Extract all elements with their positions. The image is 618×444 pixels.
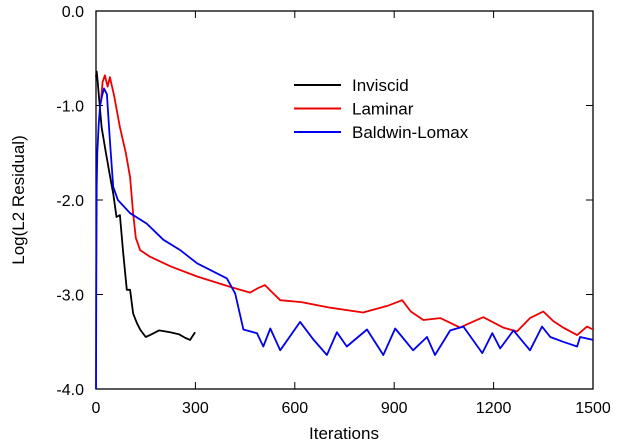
y-tick-label: 0.0	[62, 4, 84, 21]
y-tick-label: -3.0	[56, 288, 84, 305]
x-tick-label: 600	[281, 400, 308, 417]
legend-label: Laminar	[352, 100, 414, 119]
series-lines	[95, 70, 594, 390]
series-line-inviscid	[95, 70, 196, 341]
x-tick-label: 300	[182, 400, 209, 417]
ticks: 0 300 600 900 1200 1500 0.0 -1.0 -2.0 -3.0 -4.0	[56, 4, 610, 417]
legend: Inviscid Laminar Baldwin-Lomax	[294, 76, 469, 142]
legend-label: Inviscid	[352, 76, 409, 95]
x-tick-label: 1500	[575, 400, 611, 417]
legend-label: Baldwin-Lomax	[352, 123, 469, 142]
x-tick-label: 0	[92, 400, 101, 417]
x-tick-label: 1200	[476, 400, 512, 417]
x-axis-label: Iterations	[309, 424, 379, 443]
series-line-baldwin-lomax	[95, 87, 594, 390]
y-tick-label: -4.0	[56, 382, 84, 399]
y-axis-label: Log(L2 Residual)	[9, 135, 28, 264]
series-line-laminar	[100, 74, 594, 337]
y-tick-label: -1.0	[56, 99, 84, 116]
x-tick-label: 900	[381, 400, 408, 417]
y-tick-label: -2.0	[56, 193, 84, 210]
